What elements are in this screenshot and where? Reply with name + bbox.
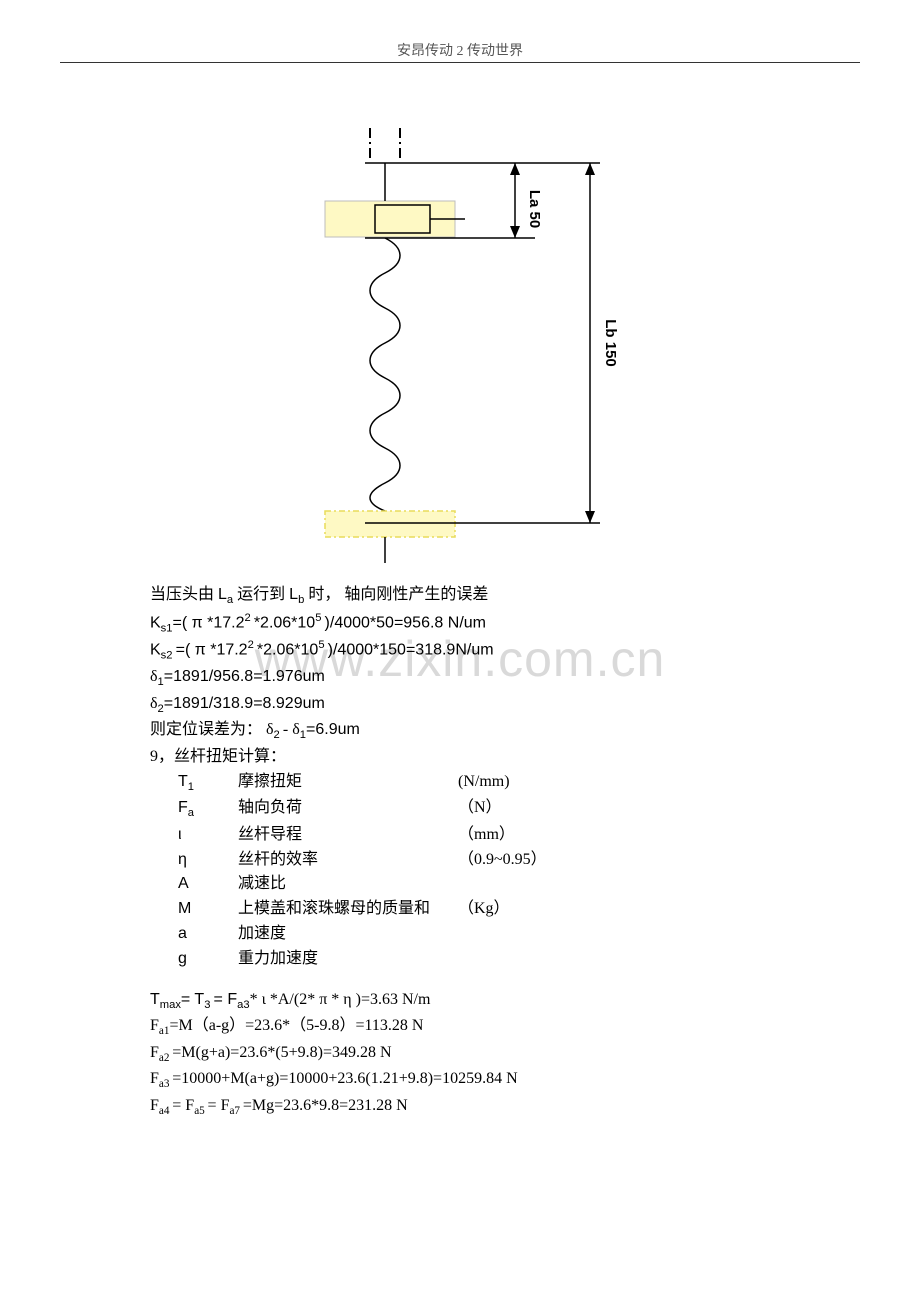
definition-row: A减速比: [150, 872, 860, 897]
definition-unit: （N）: [458, 796, 502, 823]
definition-symbol: Fa: [178, 796, 238, 823]
definition-symbol: ι: [178, 823, 238, 848]
definition-desc: 丝杆导程: [238, 823, 458, 848]
page-header: 安昂传动 2 传动世界: [60, 40, 860, 60]
delta2-line: δ2=1891/318.9=8.929um: [150, 692, 860, 719]
definition-symbol: T1: [178, 770, 238, 797]
definition-desc: 重力加速度: [238, 947, 458, 972]
section-9-title: 9，丝杆扭矩计算：: [150, 745, 860, 770]
definition-desc: 减速比: [238, 872, 458, 897]
definition-unit: （Kg）: [458, 897, 510, 922]
definition-symbol: a: [178, 922, 238, 947]
line-intro: 当压头由 La 运行到 Lb 时， 轴向刚性产生的误差: [150, 583, 860, 610]
definition-row: g重力加速度: [150, 947, 860, 972]
definition-symbol: η: [178, 848, 238, 873]
definition-row: T1摩擦扭矩(N/mm): [150, 770, 860, 797]
definitions-list: T1摩擦扭矩(N/mm)Fa轴向负荷（N）ι丝杆导程（mm）η丝杆的效率（0.9…: [150, 770, 860, 972]
tmax-line: Tmax= T3 = Fa3* ι *A/(2* π * η )=3.63 N/…: [150, 988, 860, 1015]
la-label: La 50: [526, 190, 543, 228]
definition-row: M上模盖和滚珠螺母的质量和（Kg）: [150, 897, 860, 922]
fa3-line: Fa3 =10000+M(a+g)=10000+23.6(1.21+9.8)=1…: [150, 1067, 860, 1094]
definition-unit: （0.9~0.95）: [458, 848, 547, 873]
definition-row: Fa轴向负荷（N）: [150, 796, 860, 823]
definition-desc: 加速度: [238, 922, 458, 947]
lb-label: Lb 150: [602, 319, 619, 367]
definition-symbol: M: [178, 897, 238, 922]
fa1-line: Fa1=M（a-g）=23.6*（5-9.8）=113.28 N: [150, 1014, 860, 1041]
mechanical-diagram: La 50 Lb 150: [290, 123, 630, 563]
definition-row: ι丝杆导程（mm）: [150, 823, 860, 848]
fa4-line: Fa4 = Fa5 = Fa7 =Mg=23.6*9.8=231.28 N: [150, 1094, 860, 1121]
definition-desc: 摩擦扭矩: [238, 770, 458, 797]
body-text: 当压头由 La 运行到 Lb 时， 轴向刚性产生的误差 Ks1=( π *17.…: [150, 583, 860, 1120]
definition-desc: 轴向负荷: [238, 796, 458, 823]
definition-unit: (N/mm): [458, 770, 510, 797]
definition-unit: （mm）: [458, 823, 515, 848]
ks2-line: Ks2 =( π *17.22 *2.06*105 )/4000*150=318…: [150, 637, 860, 665]
delta1-line: δ1=1891/956.8=1.976um: [150, 665, 860, 692]
diagram-container: La 50 Lb 150: [60, 123, 860, 563]
definition-row: η丝杆的效率（0.9~0.95）: [150, 848, 860, 873]
definition-symbol: A: [178, 872, 238, 897]
fa2-line: Fa2 =M(g+a)=23.6*(5+9.8)=349.28 N: [150, 1041, 860, 1068]
definition-symbol: g: [178, 947, 238, 972]
definition-row: a加速度: [150, 922, 860, 947]
definition-desc: 丝杆的效率: [238, 848, 458, 873]
ks1-line: Ks1=( π *17.22 *2.06*105 )/4000*50=956.8…: [150, 610, 860, 638]
definition-desc: 上模盖和滚珠螺母的质量和: [238, 897, 458, 922]
header-rule: [60, 62, 860, 63]
position-error-line: 则定位误差为： δ2 - δ1=6.9um: [150, 718, 860, 745]
